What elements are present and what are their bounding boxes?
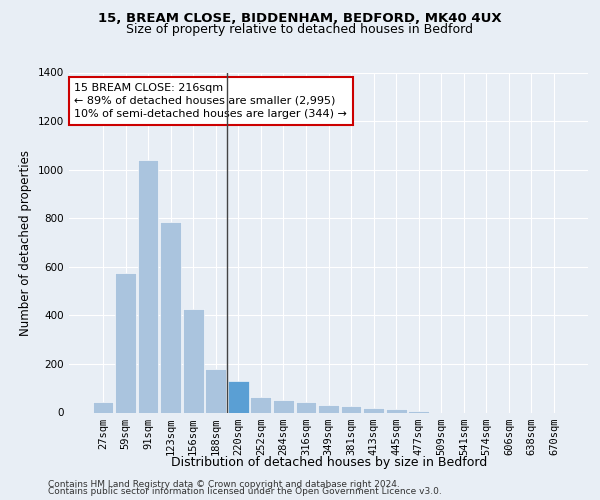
Bar: [273, 400, 294, 412]
Text: 15 BREAM CLOSE: 216sqm
← 89% of detached houses are smaller (2,995)
10% of semi-: 15 BREAM CLOSE: 216sqm ← 89% of detached…: [74, 82, 347, 119]
Y-axis label: Number of detached properties: Number of detached properties: [19, 150, 32, 336]
Bar: [363, 408, 384, 412]
Text: Contains public sector information licensed under the Open Government Licence v3: Contains public sector information licen…: [48, 487, 442, 496]
Text: Size of property relative to detached houses in Bedford: Size of property relative to detached ho…: [127, 22, 473, 36]
Bar: [296, 402, 316, 412]
Bar: [341, 406, 361, 412]
Bar: [318, 405, 339, 412]
Text: Distribution of detached houses by size in Bedford: Distribution of detached houses by size …: [170, 456, 487, 469]
Bar: [250, 396, 271, 412]
Bar: [137, 160, 158, 412]
Text: Contains HM Land Registry data © Crown copyright and database right 2024.: Contains HM Land Registry data © Crown c…: [48, 480, 400, 489]
Bar: [160, 222, 181, 412]
Bar: [205, 369, 226, 412]
Bar: [409, 410, 429, 412]
Bar: [386, 410, 407, 412]
Text: 15, BREAM CLOSE, BIDDENHAM, BEDFORD, MK40 4UX: 15, BREAM CLOSE, BIDDENHAM, BEDFORD, MK4…: [98, 12, 502, 26]
Bar: [183, 310, 203, 412]
Bar: [115, 273, 136, 412]
Bar: [92, 402, 113, 412]
Bar: [228, 381, 248, 412]
